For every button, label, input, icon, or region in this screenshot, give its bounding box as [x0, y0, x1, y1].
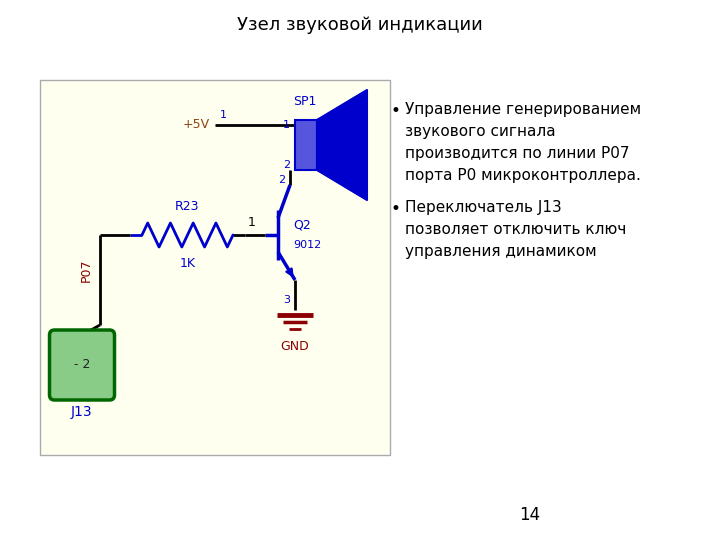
Text: звукового сигнала: звукового сигнала [405, 124, 556, 139]
Text: Q2: Q2 [293, 219, 311, 232]
Text: SP1: SP1 [293, 95, 317, 108]
Bar [295, 120, 317, 170]
Text: •: • [390, 102, 400, 120]
Text: P07: P07 [79, 258, 92, 282]
Text: позволяет отключить ключ: позволяет отключить ключ [405, 222, 626, 237]
Text: +5V: +5V [183, 118, 210, 132]
Text: Узел звуковой индикации: Узел звуковой индикации [237, 16, 483, 34]
Text: Переключатель J13: Переключатель J13 [405, 200, 562, 215]
Text: 14: 14 [519, 506, 541, 524]
Text: •: • [390, 200, 400, 218]
Text: 1K: 1K [179, 257, 196, 270]
Text: 2: 2 [278, 175, 285, 185]
Text: GND: GND [281, 340, 310, 353]
Text: 2: 2 [283, 160, 290, 170]
Text: 1: 1 [248, 216, 256, 229]
Text: 1: 1 [322, 123, 328, 133]
Text: R23: R23 [175, 200, 199, 213]
Text: 1: 1 [283, 120, 290, 130]
Text: - 2: - 2 [74, 359, 90, 372]
Polygon shape [317, 90, 367, 200]
FancyBboxPatch shape [40, 80, 390, 455]
Text: 2: 2 [322, 157, 328, 167]
Text: 3: 3 [283, 295, 290, 305]
Text: 9012: 9012 [293, 240, 321, 250]
Text: J13: J13 [71, 405, 93, 419]
Text: порта P0 микроконтроллера.: порта P0 микроконтроллера. [405, 168, 641, 183]
Text: управления динамиком: управления динамиком [405, 244, 597, 259]
FancyBboxPatch shape [50, 330, 114, 400]
Text: производится по линии P07: производится по линии P07 [405, 146, 629, 161]
Text: 1: 1 [220, 110, 227, 120]
Text: Управление генерированием: Управление генерированием [405, 102, 641, 117]
